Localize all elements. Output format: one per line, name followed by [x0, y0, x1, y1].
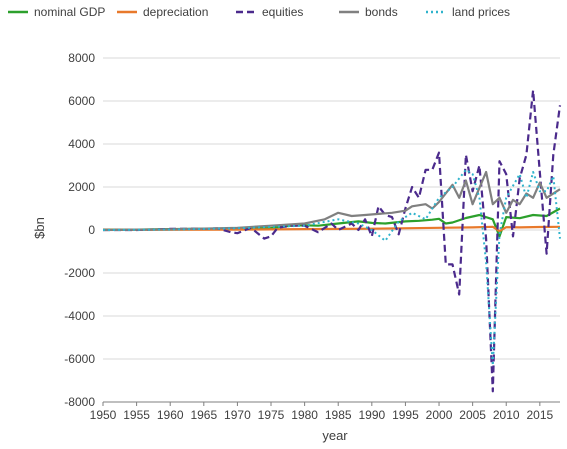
y-tick-label: 4000 — [68, 137, 95, 151]
legend-item: land prices — [426, 5, 510, 19]
legend-label: equities — [262, 5, 303, 19]
legend-label: depreciation — [143, 5, 208, 19]
legend-label: nominal GDP — [34, 5, 105, 19]
x-tick-label: 2005 — [459, 408, 486, 422]
x-tick-label: 1975 — [258, 408, 285, 422]
series-line-land-prices — [102, 168, 561, 367]
y-tick-label: 8000 — [68, 51, 95, 65]
x-tick-label: 1965 — [190, 408, 217, 422]
y-tick-labels: 8000 6000 4000 2000 0 -2000 -4000 -6000 -8000 — [64, 51, 95, 409]
x-tick-label: 1955 — [123, 408, 150, 422]
series-lines — [102, 89, 562, 393]
x-tick-labels: 1950 1955 1960 1965 1970 1975 1980 1985 1990 1995… — [90, 402, 554, 422]
x-tick-label: 2010 — [493, 408, 520, 422]
x-tick-label: 1985 — [325, 408, 352, 422]
legend: nominal GDP depreciation equities bonds land… — [8, 5, 510, 19]
series-line-depreciation — [102, 225, 561, 233]
y-tick-label: -4000 — [64, 309, 95, 323]
x-tick-label: 1970 — [224, 408, 251, 422]
legend-item: bonds — [339, 5, 398, 19]
y-tick-label: -2000 — [64, 266, 95, 280]
legend-item: depreciation — [117, 5, 208, 19]
y-tick-label: 2000 — [68, 180, 95, 194]
y-tick-label: 0 — [88, 223, 95, 237]
series-line-equities — [103, 89, 562, 393]
x-tick-label: 2000 — [426, 408, 453, 422]
legend-item: nominal GDP — [8, 5, 105, 19]
x-tick-label: 1990 — [358, 408, 385, 422]
x-tick-label: 1950 — [90, 408, 117, 422]
legend-label: land prices — [452, 5, 510, 19]
legend-label: bonds — [365, 5, 398, 19]
x-tick-label: 1960 — [157, 408, 184, 422]
y-tick-label: -8000 — [64, 395, 95, 409]
legend-item: equities — [236, 5, 303, 19]
series-line-bonds — [102, 170, 561, 232]
x-tick-label: 2015 — [526, 408, 553, 422]
y-axis-title: $bn — [32, 217, 47, 239]
y-tick-label: 6000 — [68, 94, 95, 108]
x-axis-title: year — [322, 428, 348, 443]
x-tick-label: 1980 — [291, 408, 318, 422]
x-tick-label: 1995 — [392, 408, 419, 422]
y-tick-label: -6000 — [64, 352, 95, 366]
